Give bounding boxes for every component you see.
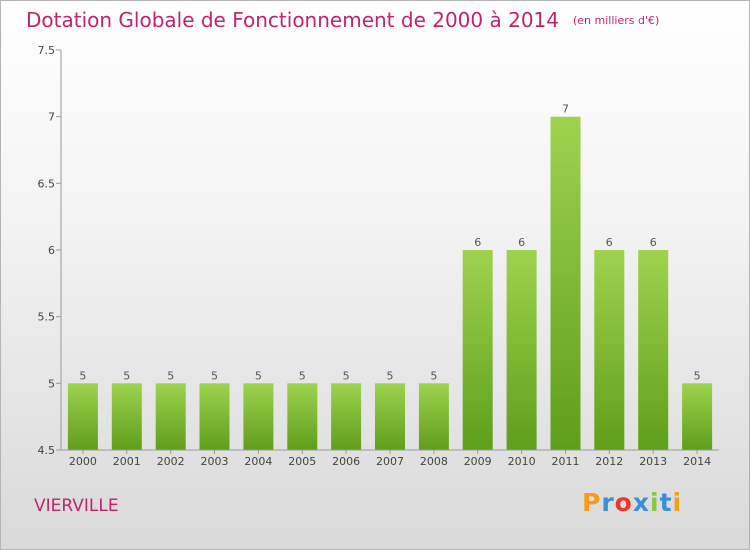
y-tick-label-6.5: 6.5	[38, 177, 56, 190]
y-tick-label-7: 7	[48, 111, 55, 124]
chart-unit: (en milliers d'€)	[573, 14, 660, 27]
proxiti-logo: Proxiti	[582, 488, 682, 517]
logo-letter: i	[672, 488, 683, 517]
logo-letter: r	[601, 488, 615, 517]
logo-letter: P	[582, 488, 602, 517]
bar-2005	[287, 383, 318, 450]
commune-name: VIERVILLE	[34, 496, 119, 516]
bar-2003	[199, 383, 230, 450]
value-label-2014: 5	[694, 369, 701, 382]
bar-2013	[638, 250, 669, 450]
logo-letter: o	[614, 488, 633, 517]
bar-2010	[506, 250, 537, 450]
bar-2002	[155, 383, 186, 450]
x-tick-label-2011: 2011	[552, 455, 580, 468]
value-label-2011: 7	[562, 103, 569, 116]
x-tick-label-2002: 2002	[157, 455, 185, 468]
x-tick-label-2005: 2005	[288, 455, 316, 468]
logo-letter: t	[659, 488, 673, 517]
x-tick-label-2003: 2003	[201, 455, 229, 468]
x-tick-label-2014: 2014	[683, 455, 711, 468]
x-tick-label-2013: 2013	[639, 455, 667, 468]
logo-letter: i	[650, 488, 660, 517]
y-tick-label-4.5: 4.5	[38, 444, 56, 457]
x-tick-label-2007: 2007	[376, 455, 404, 468]
bar-2009	[462, 250, 493, 450]
value-label-2002: 5	[167, 369, 174, 382]
chart-title-text: Dotation Globale de Fonctionnement de 20…	[26, 8, 559, 32]
bar-2012	[594, 250, 625, 450]
x-tick-label-2008: 2008	[420, 455, 448, 468]
x-tick-label-2000: 2000	[69, 455, 97, 468]
bar-2006	[331, 383, 362, 450]
value-label-2012: 6	[606, 236, 613, 249]
x-tick-label-2009: 2009	[464, 455, 492, 468]
value-label-2006: 5	[343, 369, 350, 382]
bar-2007	[375, 383, 405, 450]
bar-2008	[418, 383, 449, 450]
value-label-2001: 5	[123, 369, 130, 382]
value-label-2000: 5	[79, 369, 86, 382]
x-tick-label-2004: 2004	[244, 455, 272, 468]
value-label-2008: 5	[430, 369, 437, 382]
y-tick-label-6: 6	[48, 244, 55, 257]
y-tick-label-7.5: 7.5	[38, 44, 56, 57]
bar-2001	[111, 383, 142, 450]
bar-2000	[67, 383, 98, 450]
bar-2004	[243, 383, 274, 450]
x-tick-label-2001: 2001	[113, 455, 141, 468]
x-tick-label-2012: 2012	[595, 455, 623, 468]
bar-2014	[682, 383, 713, 450]
value-label-2005: 5	[299, 369, 306, 382]
value-label-2013: 6	[650, 236, 657, 249]
value-label-2010: 6	[518, 236, 525, 249]
axes-group: 2000 2001 2002 2003 2004 2005 2006 2007 2008 2009…	[38, 44, 719, 468]
x-tick-label-2010: 2010	[508, 455, 536, 468]
bar-2011	[550, 116, 581, 450]
value-label-2003: 5	[211, 369, 218, 382]
value-label-2007: 5	[387, 369, 394, 382]
y-tick-label-5: 5	[48, 377, 55, 390]
bars-group: 5 5 5 5 5 5 5 5 5 6 6 7 6 6 5	[67, 103, 713, 450]
logo-letter: x	[632, 488, 650, 517]
y-tick-label-5.5: 5.5	[38, 311, 56, 324]
value-label-2004: 5	[255, 369, 262, 382]
chart-title: Dotation Globale de Fonctionnement de 20…	[26, 8, 659, 32]
x-tick-label-2006: 2006	[332, 455, 360, 468]
value-label-2009: 6	[474, 236, 481, 249]
